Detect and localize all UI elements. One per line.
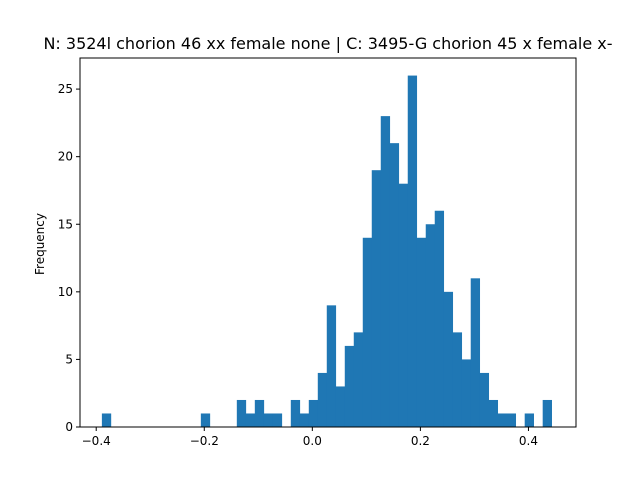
histogram-bar xyxy=(371,170,382,427)
histogram-bar xyxy=(407,75,418,427)
y-tick-label: 10 xyxy=(58,285,73,299)
histogram-bar xyxy=(416,237,427,427)
histogram-bar xyxy=(272,413,283,427)
histogram-bar xyxy=(389,143,400,427)
histogram-bar xyxy=(236,399,247,427)
histogram-bar xyxy=(443,291,454,427)
y-tick-label: 25 xyxy=(58,82,73,96)
histogram-bar xyxy=(452,332,463,427)
histogram-bar xyxy=(524,413,534,427)
histogram-bar xyxy=(299,413,310,427)
histogram-bar xyxy=(398,183,409,427)
y-tick-label: 0 xyxy=(65,420,73,434)
histogram-bar xyxy=(353,332,364,427)
x-tick-label: −0.4 xyxy=(82,434,111,448)
chart-title: N: 3524l chorion 46 xx female none | C: … xyxy=(43,34,612,53)
histogram-bar xyxy=(101,413,112,427)
histogram-bar xyxy=(434,210,445,427)
bars-group xyxy=(101,75,552,428)
histogram-bar xyxy=(335,386,346,427)
histogram-bar xyxy=(362,237,373,427)
histogram-bar xyxy=(380,116,391,428)
histogram-bar xyxy=(326,305,337,427)
histogram-bar xyxy=(200,413,211,427)
y-tick-label: 5 xyxy=(65,352,73,366)
histogram-bar xyxy=(479,372,490,427)
histogram-bar xyxy=(506,413,517,427)
plot-frame xyxy=(79,57,577,428)
axes-group: −0.4 −0.2 0.0 0.2 0.4 0 5 10 15 20 25 xyxy=(58,57,577,448)
histogram-bar xyxy=(254,399,265,427)
histogram-bar xyxy=(461,359,472,427)
y-tick-label: 20 xyxy=(58,150,73,164)
y-tick-label: 15 xyxy=(58,217,73,231)
histogram-bar xyxy=(290,399,301,427)
histogram-bar xyxy=(317,372,328,427)
x-tick-label: 0.0 xyxy=(303,434,322,448)
x-tick-label: 0.4 xyxy=(519,434,538,448)
histogram-bar xyxy=(344,345,355,427)
histogram-bar xyxy=(245,413,256,427)
x-tick-label: −0.2 xyxy=(190,434,219,448)
histogram-bar xyxy=(488,399,499,427)
histogram-bar xyxy=(497,413,508,427)
histogram-bar xyxy=(308,399,319,427)
histogram-bar xyxy=(425,224,436,427)
histogram-bar xyxy=(263,413,274,427)
histogram-bar xyxy=(470,278,481,427)
y-axis-label: Frequency xyxy=(33,213,47,275)
histogram-bar xyxy=(542,399,552,427)
x-tick-label: 0.2 xyxy=(411,434,430,448)
